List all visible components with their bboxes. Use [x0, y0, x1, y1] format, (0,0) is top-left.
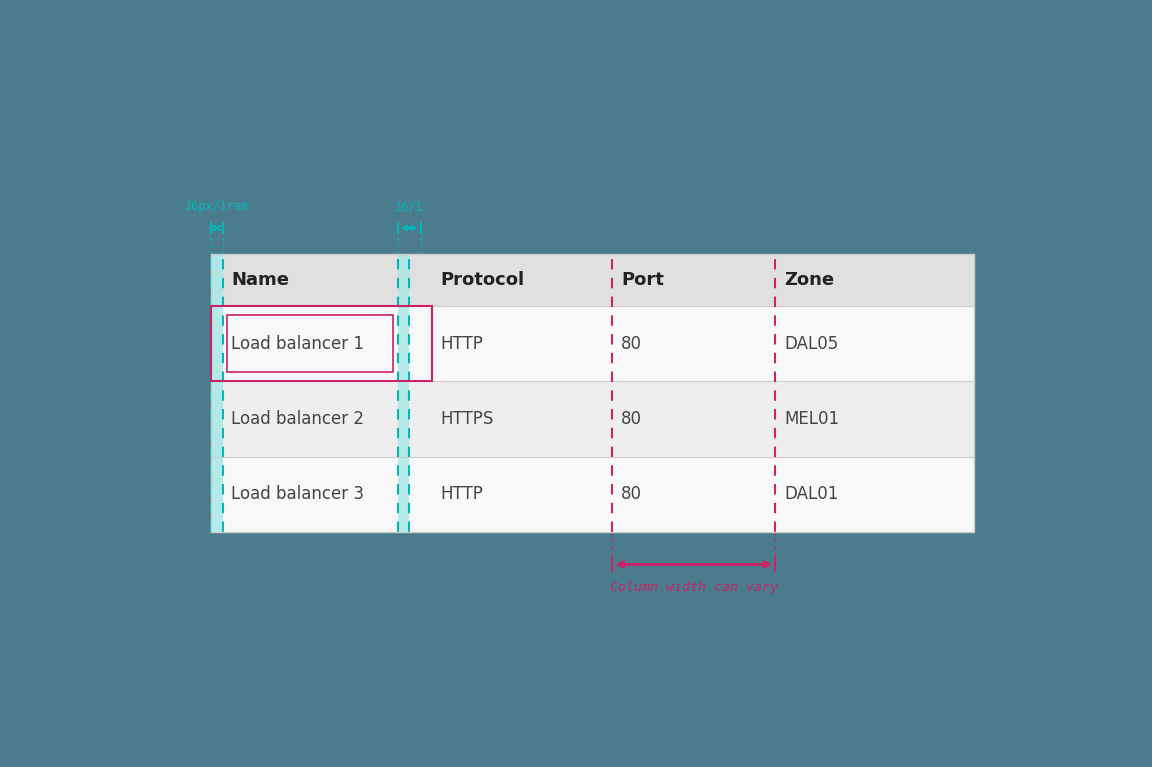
Bar: [211, 255, 975, 532]
Text: HTTPS: HTTPS: [441, 410, 494, 428]
Text: Load balancer 3: Load balancer 3: [232, 486, 364, 503]
Text: Zone: Zone: [785, 271, 834, 289]
Bar: [211, 306, 975, 381]
Text: 16/1: 16/1: [395, 200, 424, 213]
Bar: [227, 314, 393, 372]
Text: Port: Port: [621, 271, 665, 289]
Text: Column width can vary: Column width can vary: [609, 581, 778, 594]
Text: Load balancer 2: Load balancer 2: [232, 410, 364, 428]
Text: MEL01: MEL01: [785, 410, 840, 428]
Bar: [211, 255, 975, 306]
Text: HTTP: HTTP: [441, 334, 484, 353]
Text: DAL05: DAL05: [785, 334, 839, 353]
Text: Load balancer 1: Load balancer 1: [232, 334, 364, 353]
Text: Name: Name: [232, 271, 289, 289]
Bar: [211, 381, 975, 456]
Text: 80: 80: [621, 410, 643, 428]
Bar: [211, 456, 975, 532]
Text: HTTP: HTTP: [441, 486, 484, 503]
Text: 16px/1rem: 16px/1rem: [184, 200, 249, 213]
Bar: [211, 255, 222, 532]
Text: DAL01: DAL01: [785, 486, 839, 503]
Bar: [397, 255, 409, 532]
Text: 80: 80: [621, 486, 643, 503]
Text: Protocol: Protocol: [441, 271, 525, 289]
Bar: [211, 306, 432, 381]
Text: 80: 80: [621, 334, 643, 353]
